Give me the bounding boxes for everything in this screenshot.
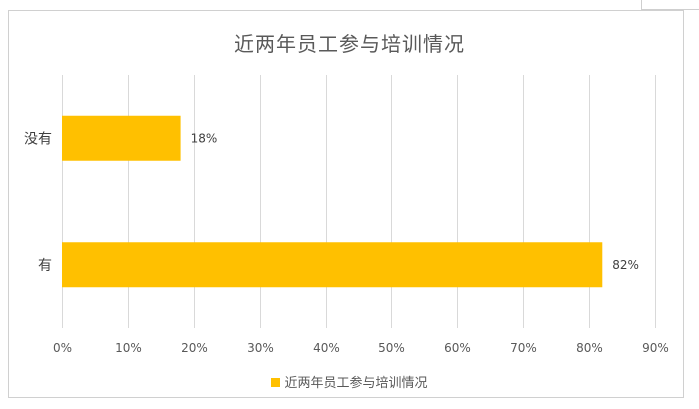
- data-label: 18%: [191, 131, 218, 145]
- x-tick-label: 10%: [115, 341, 142, 355]
- x-tick-label: 20%: [181, 341, 208, 355]
- x-tick-label: 80%: [576, 341, 603, 355]
- bar: [62, 242, 603, 288]
- sheet-corner-mark: [641, 0, 699, 10]
- legend-label: 近两年员工参与培训情况: [284, 376, 428, 391]
- x-tick-label: 30%: [247, 341, 274, 355]
- y-tick-label: 没有: [24, 131, 52, 147]
- x-tick-label: 60%: [444, 341, 471, 355]
- x-tick-label: 0%: [53, 341, 72, 355]
- legend-swatch: [271, 378, 281, 387]
- x-tick-label: 90%: [642, 341, 669, 355]
- legend: 近两年员工参与培训情况: [0, 372, 699, 391]
- y-tick-label: 有: [38, 258, 52, 274]
- chart-title: 近两年员工参与培训情况: [234, 32, 465, 56]
- x-tick-label: 50%: [378, 341, 405, 355]
- x-tick-label: 70%: [510, 341, 537, 355]
- chart-area: [8, 10, 684, 398]
- bar: [62, 115, 181, 161]
- data-label: 82%: [612, 258, 639, 272]
- x-tick-label: 40%: [313, 341, 340, 355]
